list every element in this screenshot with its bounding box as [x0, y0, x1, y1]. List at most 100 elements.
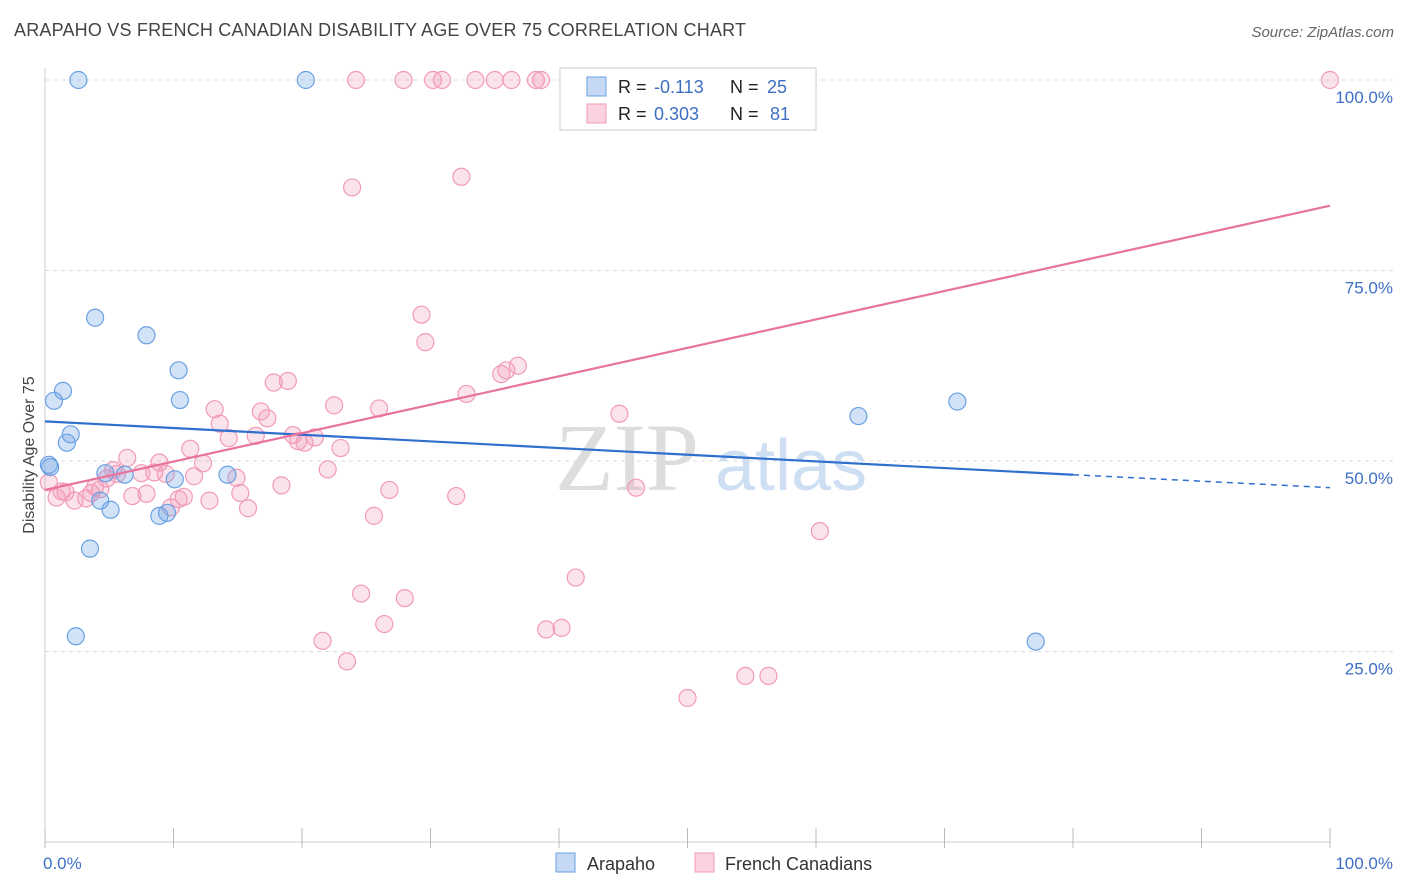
french-canadians-point-54 [394, 70, 413, 90]
arapaho-point-5 [66, 627, 85, 646]
x-tick-labels: 0.0% 100.0% [43, 854, 1393, 873]
arapaho-point-20 [296, 70, 315, 90]
french-canadians-point-72 [552, 618, 571, 637]
arapaho-point-8 [86, 308, 105, 327]
french-canadians-point-74 [610, 404, 629, 423]
source-label: Source: ZipAtlas.com [1251, 24, 1394, 41]
watermark-zip: ZIP [555, 404, 699, 511]
arapaho-point-15 [157, 503, 177, 522]
arapaho-point-24 [39, 455, 58, 474]
french-canadians-point-31 [238, 499, 258, 518]
legend-swatch-arapaho [555, 852, 576, 873]
french-canadians-point-22 [181, 439, 200, 458]
french-canadians-point-15 [137, 484, 156, 503]
series-arapaho-points [39, 70, 1045, 651]
arapaho-point-11 [101, 500, 120, 519]
arapaho-point-10 [96, 464, 115, 483]
french-canadians-point-33 [251, 402, 270, 421]
arapaho-point-1 [44, 391, 64, 410]
arapaho-point-19 [218, 465, 237, 484]
french-canadians-point-21 [174, 487, 193, 506]
french-canadians-point-75 [626, 478, 646, 497]
french-canadians-point-77 [736, 666, 755, 685]
french-canadians-point-80 [810, 522, 829, 541]
french-canadians-point-46 [337, 652, 357, 671]
french-canadians-point-55 [395, 589, 414, 608]
series-french-points [39, 70, 1340, 708]
stats-n-value-french: 81 [770, 104, 790, 124]
french-canadians-point-62 [457, 384, 476, 404]
french-canadians-point-43 [318, 460, 337, 479]
french-canadians-point-42 [313, 631, 332, 650]
french-canadians-point-68 [508, 356, 527, 375]
french-canadians-point-57 [416, 333, 435, 352]
y-tick-label-1: 50.0% [1345, 469, 1393, 488]
french-canadians-point-18 [156, 464, 175, 484]
french-canadians-point-34 [258, 409, 277, 428]
arapaho-point-17 [169, 361, 188, 380]
french-canadians-point-45 [331, 438, 350, 458]
french-canadians-point-4 [65, 491, 84, 510]
x-tick-label-0: 0.0% [43, 854, 82, 873]
french-canadians-point-30 [231, 483, 250, 503]
french-canadians-point-50 [364, 506, 384, 525]
gridlines [45, 79, 1395, 652]
french-canadians-point-16 [145, 463, 164, 482]
french-canadians-point-63 [466, 70, 485, 90]
french-canadians-point-27 [210, 414, 229, 433]
arapaho-point-9 [91, 491, 110, 510]
french-canadians-point-67 [502, 70, 521, 90]
french-canadians-point-70 [531, 70, 551, 90]
french-canadians-point-49 [352, 584, 371, 603]
french-canadians-point-23 [184, 467, 204, 486]
arapaho-point-23 [1026, 632, 1045, 651]
arapaho-point-7 [80, 539, 100, 558]
stats-legend-swatch-french [586, 103, 607, 124]
stats-r-label-arapaho: R = [618, 77, 647, 97]
french-canadians-point-35 [264, 373, 283, 392]
arapaho-point-4 [61, 425, 80, 444]
french-canadians-point-53 [380, 480, 399, 500]
french-canadians-point-41 [305, 428, 324, 447]
stats-r-label-french: R = [618, 104, 647, 124]
chart-title: ARAPAHO VS FRENCH CANADIAN DISABILITY AG… [14, 20, 747, 40]
stats-n-label-arapaho: N = [730, 77, 759, 97]
stats-legend: R = -0.113 N = 25 R = 0.303 N = 81 [559, 67, 817, 131]
french-canadians-point-52 [375, 614, 394, 634]
french-canadians-point-61 [452, 167, 471, 186]
stats-r-value-french: 0.303 [654, 104, 699, 124]
arapaho-point-18 [170, 390, 190, 410]
arapaho-point-16 [165, 470, 184, 489]
trend-line-arapaho [44, 420, 1074, 476]
french-canadians-point-76 [678, 688, 697, 708]
arapaho-point-2 [53, 381, 73, 400]
french-canadians-point-47 [343, 178, 362, 197]
french-canadians-point-37 [278, 371, 297, 391]
bottom-legend: Arapaho French Canadians [555, 852, 872, 874]
arapaho-point-22 [948, 392, 967, 411]
french-canadians-point-12 [118, 448, 137, 468]
french-canadians-point-64 [485, 70, 504, 90]
stats-r-value-arapaho: -0.113 [654, 77, 704, 97]
french-canadians-point-69 [526, 70, 545, 90]
french-canadians-point-25 [200, 491, 219, 510]
french-canadians-point-56 [412, 305, 431, 324]
french-canadians-point-78 [759, 666, 778, 685]
french-canadians-point-44 [325, 396, 344, 415]
y-tick-labels: 25.0% 50.0% 75.0% 100.0% [1335, 88, 1393, 679]
stats-n-label-french: N = [730, 104, 759, 124]
y-tick-label-2: 75.0% [1345, 279, 1393, 298]
french-canadians-point-66 [497, 361, 516, 380]
watermark: ZIP atlas [555, 404, 867, 511]
trend-lines [44, 204, 1331, 492]
y-tick-label-0: 25.0% [1345, 660, 1393, 679]
french-canadians-point-59 [432, 70, 452, 90]
french-canadians-point-73 [566, 568, 585, 587]
trend-line-french-canadians [44, 204, 1331, 492]
french-canadians-point-26 [205, 400, 224, 419]
arapaho-point-21 [849, 406, 868, 426]
arapaho-point-13 [137, 326, 156, 345]
french-canadians-point-60 [447, 486, 466, 506]
arapaho-point-6 [69, 70, 88, 90]
